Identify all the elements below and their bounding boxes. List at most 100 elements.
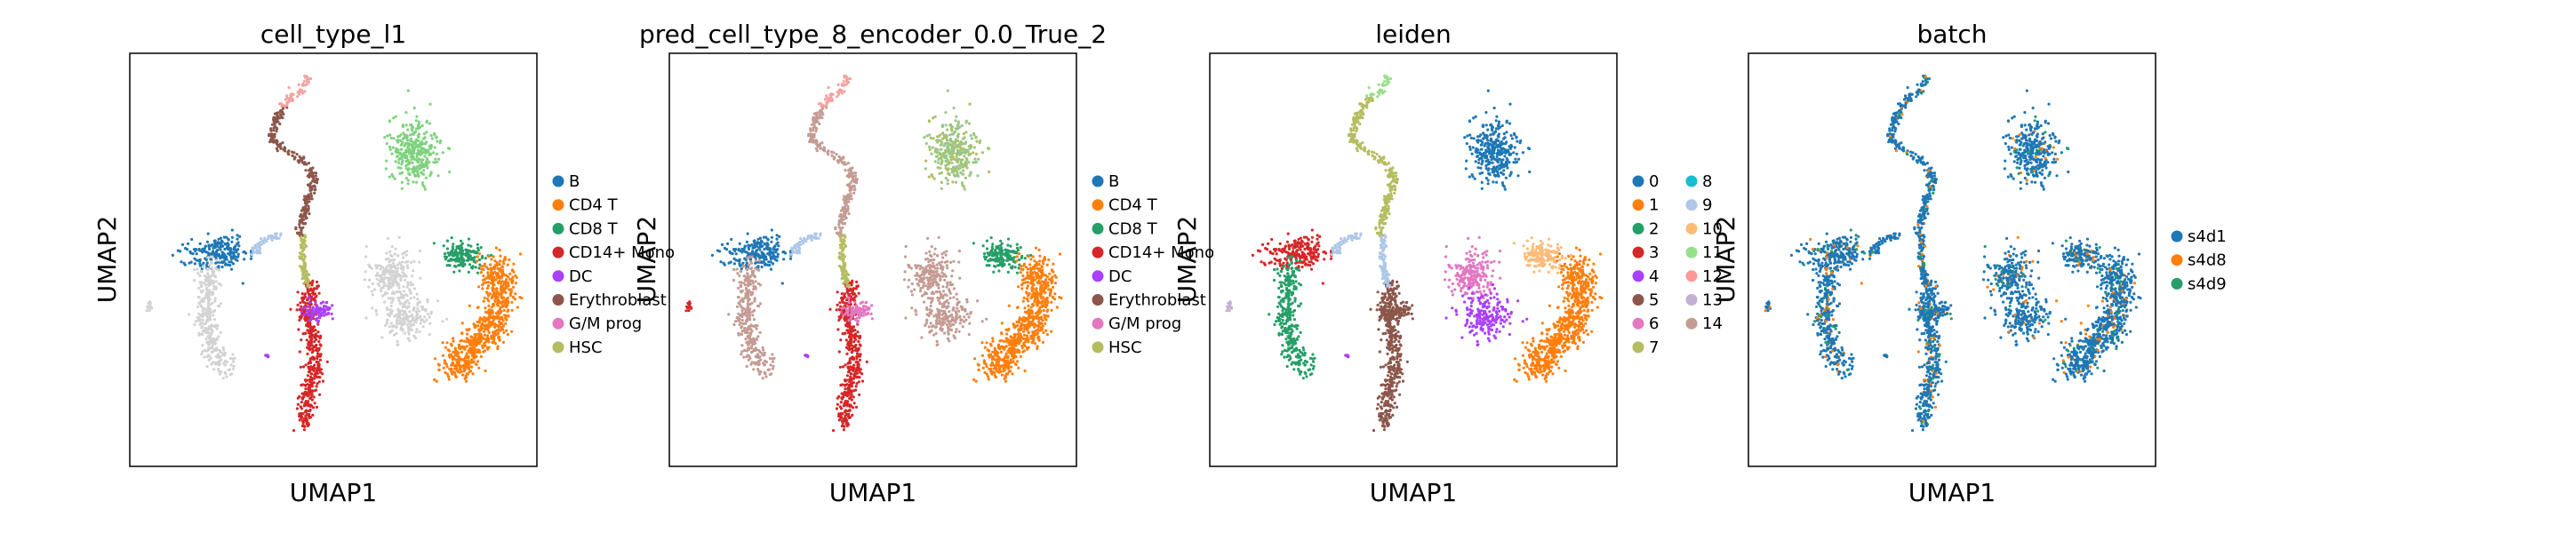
scatter-point — [379, 267, 382, 271]
scatter-point — [484, 306, 487, 310]
scatter-point — [412, 296, 416, 299]
scatter-point — [473, 256, 476, 259]
scatter-point — [959, 160, 963, 163]
scatter-point — [1020, 344, 1024, 347]
scatter-point — [198, 264, 202, 267]
scatter-point — [393, 265, 396, 268]
scatter-point — [217, 368, 220, 371]
scatter-point — [502, 330, 506, 334]
panel-title: cell_type_l1 — [260, 20, 406, 49]
scatter-point — [1034, 296, 1037, 299]
scatter-point — [776, 252, 780, 256]
scatter-point — [310, 308, 315, 312]
scatter-point — [297, 328, 300, 331]
scatter-point — [211, 301, 214, 305]
scatter-point — [300, 159, 304, 163]
scatter-point — [389, 322, 393, 325]
scatter-point — [496, 296, 500, 299]
scatter-point — [300, 235, 303, 240]
scatter-point — [481, 254, 484, 259]
scatter-point — [230, 235, 234, 239]
scatter-point — [412, 149, 416, 154]
scatter-point — [379, 275, 382, 279]
scatter-point — [269, 134, 274, 138]
scatter-point — [201, 306, 204, 310]
scatter-point — [776, 248, 780, 251]
scatter-point — [217, 335, 220, 338]
scatter-point — [201, 247, 204, 251]
scatter-point — [187, 242, 190, 245]
scatter-point — [788, 257, 793, 260]
scatter-point — [397, 161, 401, 164]
scatter-point — [939, 143, 942, 147]
scatter-point — [1044, 329, 1048, 332]
scatter-point — [518, 296, 522, 299]
scatter-point — [510, 280, 514, 283]
scatter-point — [401, 271, 404, 274]
scatter-point — [428, 174, 432, 178]
scatter-point — [750, 361, 754, 364]
scatter-point — [758, 283, 763, 287]
scatter-point — [390, 254, 394, 259]
scatter-point — [220, 265, 224, 269]
scatter-point — [710, 253, 714, 257]
scatter-point — [1006, 237, 1011, 241]
scatter-point — [518, 252, 523, 256]
scatter-point — [303, 199, 307, 203]
scatter-point — [458, 269, 461, 273]
scatter-point — [385, 142, 388, 146]
scatter-point — [756, 241, 759, 244]
scatter-point — [771, 257, 774, 260]
scatter-point — [830, 150, 834, 154]
scatter-point — [500, 302, 504, 306]
scatter-point — [739, 269, 742, 273]
scatter-point — [487, 294, 491, 298]
scatter-point — [212, 271, 215, 274]
scatter-point — [492, 275, 496, 279]
scatter-point — [307, 314, 311, 317]
legend-label: CD4 T — [569, 196, 619, 215]
scatter-point — [301, 332, 305, 336]
scatter-point — [504, 290, 508, 294]
scatter-point — [408, 310, 412, 314]
scatter-point — [416, 298, 420, 301]
scatter-point — [951, 180, 955, 184]
scatter-point — [970, 137, 973, 140]
scatter-point — [466, 332, 469, 336]
scatter-point — [214, 285, 218, 289]
scatter-point — [204, 338, 208, 341]
scatter-point — [770, 372, 773, 376]
scatter-point — [300, 396, 304, 400]
scatter-point — [844, 83, 848, 86]
scatter-point — [483, 262, 487, 266]
scatter-point — [836, 160, 840, 163]
scatter-point — [1027, 304, 1030, 307]
scatter-point — [950, 161, 954, 164]
scatter-point — [272, 129, 276, 132]
scatter-point — [1015, 306, 1020, 309]
scatter-point — [490, 337, 493, 340]
scatter-point — [960, 123, 964, 128]
scatter-point — [426, 166, 429, 170]
scatter-point — [213, 243, 217, 247]
scatter-point — [968, 102, 972, 106]
scatter-point — [488, 292, 492, 296]
scatter-point — [485, 318, 489, 322]
scatter-point — [308, 385, 312, 388]
scatter-point — [1040, 280, 1044, 283]
scatter-point — [484, 257, 487, 260]
scatter-point — [924, 167, 927, 171]
scatter-point — [276, 149, 279, 153]
scatter-point — [742, 274, 746, 278]
scatter-point — [209, 311, 212, 314]
scatter-point — [772, 364, 775, 368]
scatter-point — [453, 264, 457, 268]
scatter-point — [180, 243, 185, 246]
scatter-point — [956, 160, 959, 164]
scatter-point — [744, 308, 748, 312]
scatter-point — [218, 362, 221, 366]
scatter-point — [388, 283, 392, 287]
scatter-points — [684, 74, 1063, 433]
scatter-point — [740, 265, 745, 268]
scatter-point — [452, 337, 455, 340]
